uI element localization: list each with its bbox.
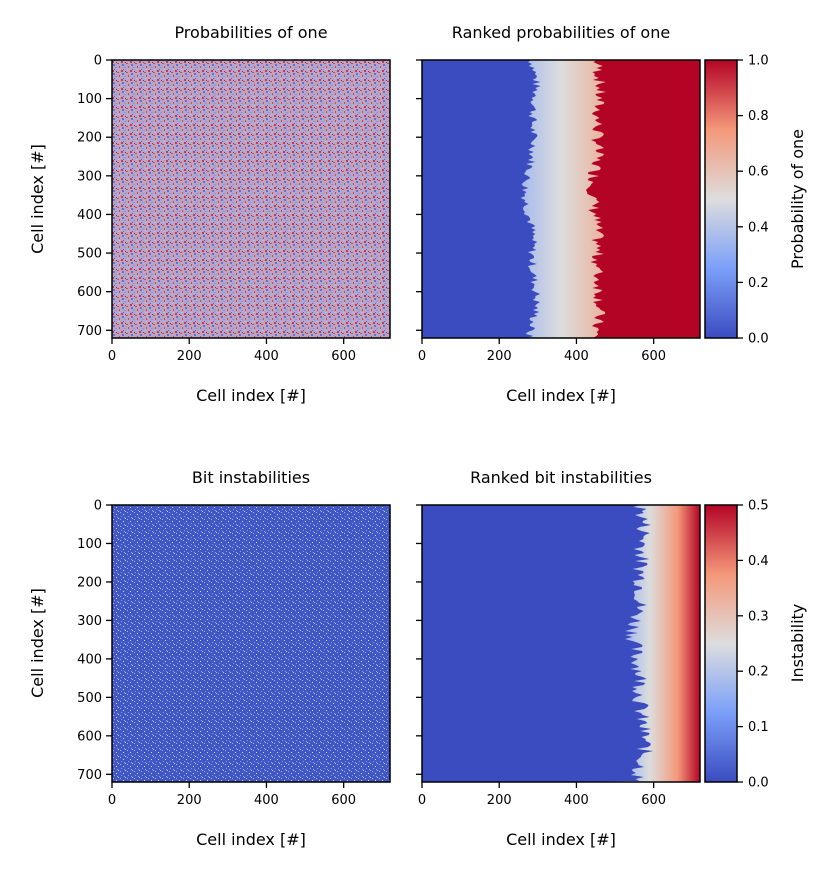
panel3-title: Bit instabilities bbox=[192, 468, 310, 487]
colorbar-tick-label: 1.0 bbox=[748, 54, 769, 69]
y-tick-label: 300 bbox=[77, 169, 102, 184]
y-tick-label: 0 bbox=[94, 54, 102, 69]
panel-probabilities: Probabilities of one 0 100 200 300 400 500 600… bbox=[28, 23, 391, 405]
y-tick-label: 200 bbox=[77, 131, 102, 146]
colorbar-tick-label: 0.0 bbox=[748, 332, 769, 347]
y-tick-label: 400 bbox=[77, 652, 102, 667]
colorbar-instability bbox=[704, 504, 738, 783]
x-tick-label: 0 bbox=[108, 793, 116, 808]
y-tick-label: 300 bbox=[77, 614, 102, 629]
colorbar-tick-label: 0.8 bbox=[748, 109, 769, 124]
panel1-ylabel: Cell index [#] bbox=[28, 144, 47, 254]
colorbar-instability-ticks: 0.0 0.1 0.2 0.3 0.4 0.5 bbox=[737, 499, 769, 791]
y-tick-label: 500 bbox=[77, 691, 102, 706]
panel1-title: Probabilities of one bbox=[174, 23, 327, 42]
panel3-y-ticks: 0 100 200 300 400 500 600 700 bbox=[77, 499, 112, 783]
x-tick-label: 600 bbox=[331, 349, 356, 364]
panel2-frame bbox=[421, 59, 701, 339]
x-tick-label: 400 bbox=[254, 349, 279, 364]
panel1-xlabel: Cell index [#] bbox=[196, 386, 306, 405]
x-tick-label: 0 bbox=[418, 349, 426, 364]
panel4-frame bbox=[421, 504, 701, 783]
x-tick-label: 200 bbox=[177, 793, 202, 808]
colorbar-tick-label: 0.4 bbox=[748, 554, 769, 569]
y-tick-label: 600 bbox=[77, 729, 102, 744]
panel4-title: Ranked bit instabilities bbox=[470, 468, 652, 487]
y-tick-label: 600 bbox=[77, 285, 102, 300]
panel3-x-ticks: 0 200 400 600 bbox=[108, 782, 356, 808]
y-tick-label: 700 bbox=[77, 768, 102, 783]
panel-ranked-probabilities: Ranked probabilities of one 0 200 400 600 C… bbox=[416, 23, 807, 405]
y-tick-label: 500 bbox=[77, 247, 102, 262]
colorbar-tick-label: 0.3 bbox=[748, 609, 769, 624]
panel3-xlabel: Cell index [#] bbox=[196, 830, 306, 849]
colorbar-tick-label: 0.4 bbox=[748, 220, 769, 235]
colorbar-tick-label: 0.2 bbox=[748, 665, 769, 680]
panel1-frame bbox=[111, 59, 391, 339]
x-tick-label: 200 bbox=[487, 349, 512, 364]
panel3-ylabel: Cell index [#] bbox=[28, 588, 47, 698]
panel2-x-ticks: 0 200 400 600 bbox=[418, 338, 666, 364]
colorbar-tick-label: 0.2 bbox=[748, 276, 769, 291]
colorbar-probability-label: Probability of one bbox=[788, 129, 807, 269]
colorbar-tick-label: 0.0 bbox=[748, 776, 769, 791]
colorbar-tick-label: 0.6 bbox=[748, 165, 769, 180]
panel-ranked-bit-instabilities: Ranked bit instabilities 0 200 400 600 Cell… bbox=[416, 468, 807, 849]
x-tick-label: 600 bbox=[641, 793, 666, 808]
y-tick-label: 100 bbox=[77, 537, 102, 552]
panel2-title: Ranked probabilities of one bbox=[452, 23, 670, 42]
y-tick-label: 200 bbox=[77, 575, 102, 590]
x-tick-label: 0 bbox=[418, 793, 426, 808]
panel2-high-region bbox=[585, 60, 700, 338]
panel4-y-ticks bbox=[416, 504, 422, 775]
x-tick-label: 600 bbox=[331, 793, 356, 808]
x-tick-label: 400 bbox=[564, 793, 589, 808]
colorbar-probability-ticks: 0.0 0.2 0.4 0.6 0.8 1.0 bbox=[737, 54, 769, 347]
panel3-heatmap bbox=[112, 505, 390, 782]
panel4-xlabel: Cell index [#] bbox=[506, 830, 616, 849]
colorbar-instability-label: Instability bbox=[788, 604, 807, 683]
panel1-x-ticks: 0 200 400 600 bbox=[108, 338, 356, 364]
colorbar-probability bbox=[704, 59, 738, 339]
x-tick-label: 400 bbox=[564, 349, 589, 364]
y-tick-label: 700 bbox=[77, 324, 102, 339]
x-tick-label: 600 bbox=[641, 349, 666, 364]
y-tick-label: 100 bbox=[77, 92, 102, 107]
panel3-frame bbox=[111, 504, 391, 783]
panel2-y-ticks bbox=[416, 59, 422, 331]
panel1-y-ticks: 0 100 200 300 400 500 600 700 bbox=[77, 54, 112, 339]
x-tick-label: 200 bbox=[487, 793, 512, 808]
panel4-low-region bbox=[422, 505, 654, 782]
x-tick-label: 200 bbox=[177, 349, 202, 364]
panel-bit-instabilities: Bit instabilities 0 100 200 300 400 500 600 700… bbox=[28, 468, 391, 849]
y-tick-label: 0 bbox=[94, 499, 102, 514]
panel2-low-region bbox=[422, 60, 541, 338]
x-tick-label: 0 bbox=[108, 349, 116, 364]
panel2-xlabel: Cell index [#] bbox=[506, 386, 616, 405]
y-tick-label: 400 bbox=[77, 208, 102, 223]
colorbar-tick-label: 0.5 bbox=[748, 499, 769, 514]
panel1-heatmap bbox=[112, 60, 390, 338]
colorbar-tick-label: 0.1 bbox=[748, 720, 769, 735]
x-tick-label: 400 bbox=[254, 793, 279, 808]
panel4-x-ticks: 0 200 400 600 bbox=[418, 782, 666, 808]
